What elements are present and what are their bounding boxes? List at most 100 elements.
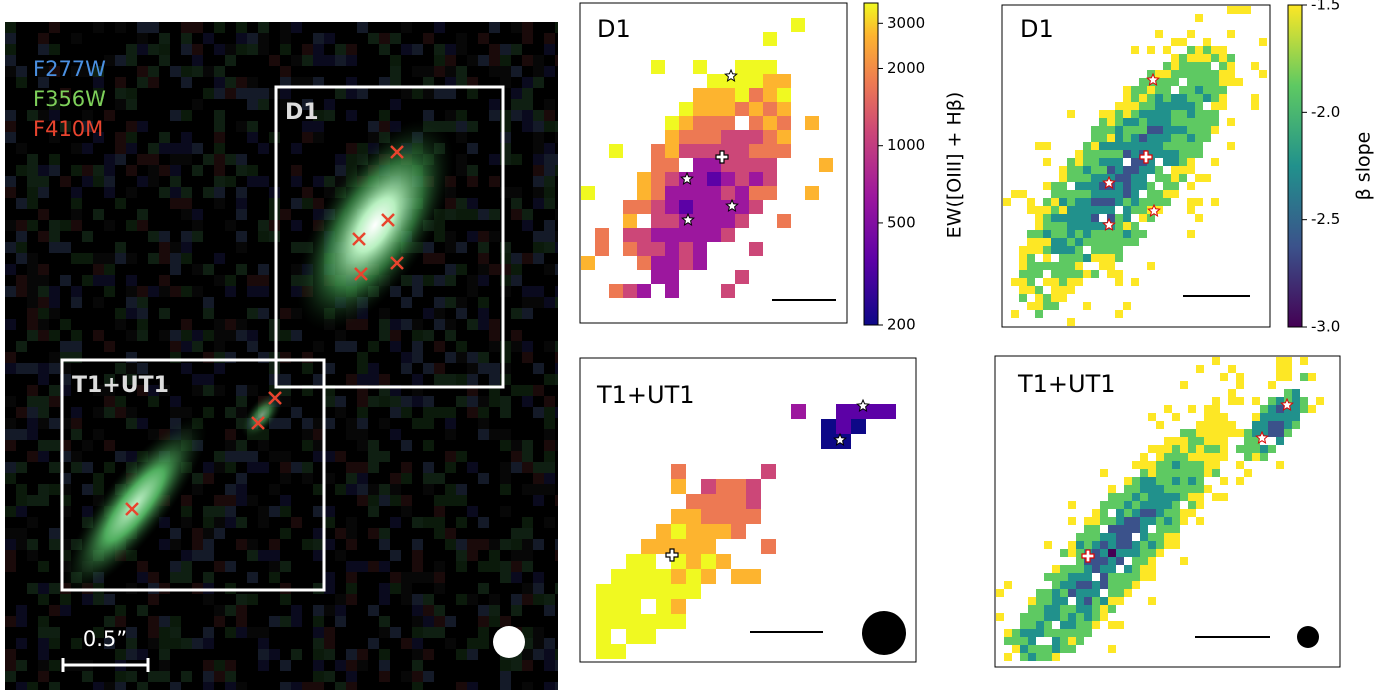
map-pixel — [1068, 613, 1076, 621]
map-pixel — [1123, 94, 1131, 102]
noise-pixel — [346, 154, 357, 165]
noise-pixel — [291, 517, 302, 528]
noise-pixel — [544, 396, 555, 407]
map-pixel — [623, 284, 637, 298]
noise-pixel — [500, 660, 511, 671]
noise-pixel — [467, 638, 478, 649]
map-pixel — [1203, 118, 1211, 126]
map-pixel — [1059, 270, 1067, 278]
map-pixel — [1171, 150, 1179, 158]
noise-pixel — [335, 55, 346, 66]
map-pixel — [1163, 78, 1171, 86]
map-pixel — [1251, 62, 1259, 70]
noise-pixel — [27, 308, 38, 319]
noise-pixel — [357, 363, 368, 374]
map-pixel — [1131, 158, 1139, 166]
map-pixel — [763, 144, 777, 158]
map-pixel — [746, 494, 761, 509]
noise-pixel — [291, 22, 302, 33]
map-pixel — [1123, 150, 1131, 158]
map-pixel — [836, 419, 851, 434]
map-pixel — [1115, 134, 1123, 142]
noise-pixel — [434, 407, 445, 418]
map-pixel — [1140, 477, 1148, 485]
map-pixel — [1123, 142, 1131, 150]
noise-pixel — [522, 462, 533, 473]
noise-pixel — [104, 154, 115, 165]
map-pixel — [707, 102, 721, 116]
map-pixel — [1123, 102, 1131, 110]
map-pixel — [1051, 190, 1059, 198]
noise-pixel — [544, 341, 555, 352]
map-pixel — [1124, 485, 1132, 493]
map-pixel — [1284, 365, 1292, 373]
noise-pixel — [500, 341, 511, 352]
map-pixel — [1187, 118, 1195, 126]
noise-pixel — [313, 528, 324, 539]
map-pixel — [1107, 126, 1115, 134]
noise-pixel — [27, 253, 38, 264]
map-pixel — [1020, 621, 1028, 629]
noise-pixel — [412, 517, 423, 528]
noise-pixel — [280, 44, 291, 55]
noise-pixel — [71, 451, 82, 462]
map-pixel — [1035, 294, 1043, 302]
map-pixel — [1108, 565, 1116, 573]
map-pixel — [1211, 198, 1219, 206]
map-pixel — [693, 88, 707, 102]
noise-pixel — [49, 154, 60, 165]
noise-pixel — [159, 165, 170, 176]
noise-pixel — [159, 671, 170, 682]
noise-pixel — [16, 528, 27, 539]
map-pixel — [1051, 238, 1059, 246]
map-pixel — [665, 130, 679, 144]
map-pixel — [623, 242, 637, 256]
noise-pixel — [280, 528, 291, 539]
noise-pixel — [247, 121, 258, 132]
noise-pixel — [5, 462, 16, 473]
noise-pixel — [533, 165, 544, 176]
map-pixel — [693, 116, 707, 130]
noise-pixel — [181, 77, 192, 88]
noise-pixel — [5, 121, 16, 132]
noise-pixel — [247, 165, 258, 176]
map-pixel — [1219, 70, 1227, 78]
map-pixel — [1211, 158, 1219, 166]
noise-pixel — [379, 110, 390, 121]
noise-pixel — [467, 363, 478, 374]
noise-pixel — [5, 473, 16, 484]
noise-pixel — [16, 275, 27, 286]
map-pixel — [1203, 46, 1211, 54]
noise-pixel — [170, 253, 181, 264]
noise-pixel — [203, 407, 214, 418]
noise-pixel — [258, 33, 269, 44]
noise-pixel — [324, 583, 335, 594]
noise-pixel — [346, 341, 357, 352]
noise-pixel — [93, 682, 104, 690]
map-pixel — [763, 116, 777, 130]
map-pixel — [671, 509, 686, 524]
noise-pixel — [269, 55, 280, 66]
noise-pixel — [280, 506, 291, 517]
map-pixel — [1099, 134, 1107, 142]
noise-pixel — [346, 110, 357, 121]
noise-pixel — [93, 77, 104, 88]
noise-pixel — [115, 396, 126, 407]
noise-pixel — [258, 275, 269, 286]
map-pixel — [1156, 461, 1164, 469]
noise-pixel — [192, 550, 203, 561]
noise-pixel — [401, 275, 412, 286]
map-pixel — [1163, 182, 1171, 190]
map-pixel — [1171, 182, 1179, 190]
map-pixel — [1108, 597, 1116, 605]
map-pixel — [1276, 365, 1284, 373]
noise-pixel — [511, 561, 522, 572]
noise-pixel — [500, 132, 511, 143]
map-pixel — [1067, 158, 1075, 166]
map-pixel — [746, 479, 761, 494]
noise-pixel — [16, 429, 27, 440]
map-pixel — [1292, 421, 1300, 429]
noise-pixel — [467, 319, 478, 330]
map-pixel — [693, 242, 707, 256]
map-pixel — [749, 60, 763, 74]
